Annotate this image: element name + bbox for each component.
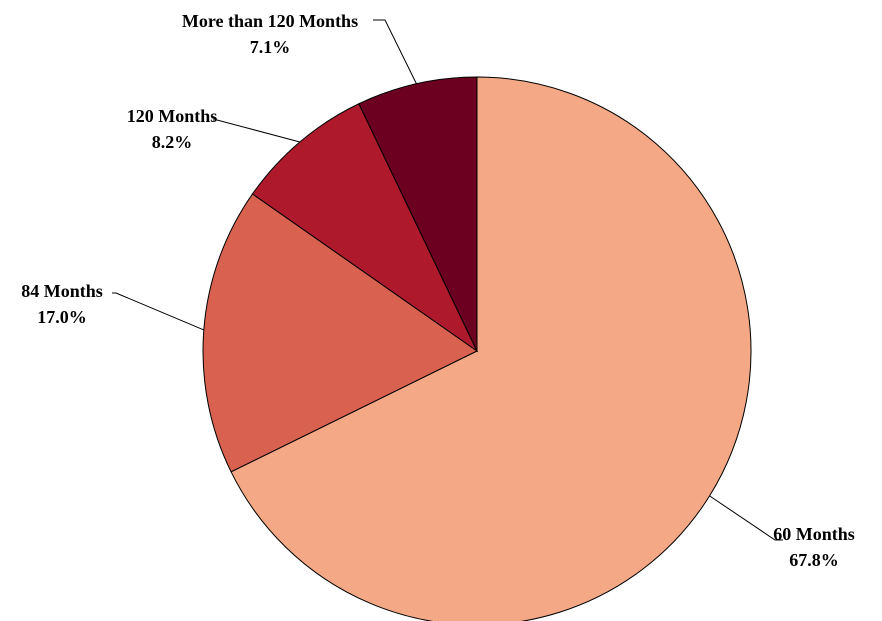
leader-line-60-months	[709, 495, 783, 541]
slice-value-84-months: 17.0%	[37, 307, 87, 327]
slice-label-more-than-120-months: More than 120 Months	[182, 11, 358, 31]
slice-label-60-months: 60 Months	[773, 524, 855, 544]
slice-value-120-months: 8.2%	[152, 132, 193, 152]
pie-slice-more-than-120-months	[358, 76, 478, 352]
leader-line-84-months	[112, 292, 205, 331]
slice-label-84-months: 84 Months	[21, 281, 103, 301]
slice-label-120-months: 120 Months	[127, 106, 218, 126]
pie-slice-120-months	[251, 103, 479, 353]
leader-line-120-months	[213, 119, 300, 143]
slice-value-60-months: 67.8%	[789, 550, 839, 570]
pie-slices	[202, 76, 752, 621]
slice-value-more-than-120-months: 7.1%	[250, 37, 291, 57]
pie-slice-60-months	[230, 76, 752, 621]
pie-slice-84-months	[202, 193, 478, 473]
leader-line-more-than-120-months	[373, 19, 417, 84]
leader-lines	[112, 19, 783, 541]
